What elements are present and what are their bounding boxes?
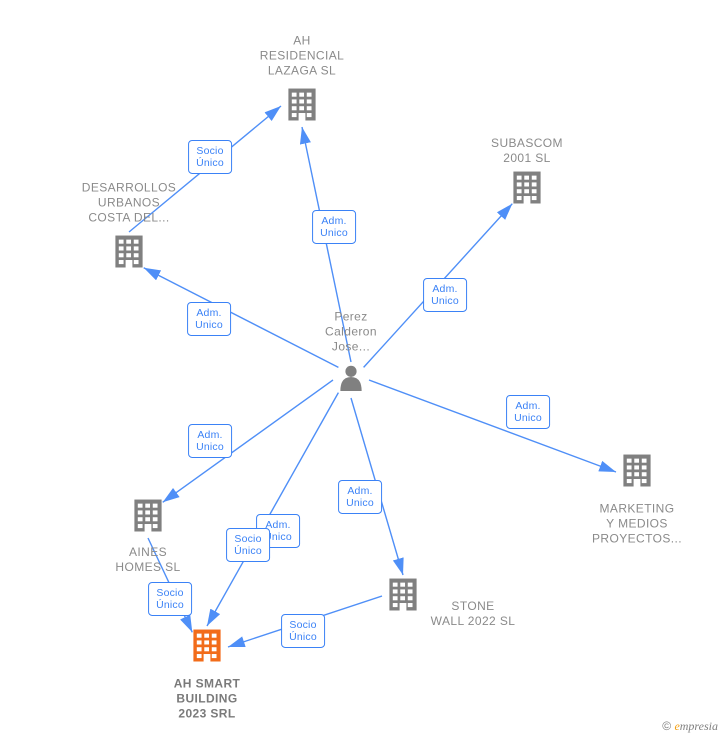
node-stonewall [386, 577, 420, 616]
node-desarrollos [112, 234, 146, 273]
node-aines [131, 498, 165, 537]
edge-label-center-ah_residencial: Adm. Unico [312, 210, 356, 244]
node-center [337, 364, 365, 397]
edge-label-center-aines: Adm. Unico [188, 424, 232, 458]
node-label-aines: AINES HOMES SL [115, 545, 180, 575]
node-subascom [510, 170, 544, 209]
network-diagram: Perez Calderon Jose... AH RESIDENCIAL LA… [0, 0, 728, 740]
node-marketing [620, 453, 654, 492]
building-icon [190, 628, 224, 667]
building-icon [386, 577, 420, 616]
node-label-ah_residencial: AH RESIDENCIAL LAZAGA SL [260, 34, 344, 79]
person-icon [337, 364, 365, 397]
node-label-desarrollos: DESARROLLOS URBANOS COSTA DEL... [82, 181, 176, 226]
footer: © empresia [662, 719, 718, 734]
building-icon [510, 170, 544, 209]
edge-label-center-stonewall: Adm. Unico [338, 480, 382, 514]
node-ahsmart [190, 628, 224, 667]
building-icon [131, 498, 165, 537]
building-icon [285, 87, 319, 126]
brand-name: empresia [674, 719, 718, 733]
edge-label-center-desarrollos: Adm. Unico [187, 302, 231, 336]
edge-label-stonewall-ahsmart: Socio Único [281, 614, 325, 648]
edge-center-marketing [369, 380, 616, 472]
edge-label-desarrollos-ah_residencial: Socio Único [188, 140, 232, 174]
node-label-stonewall: STONE WALL 2022 SL [431, 599, 516, 629]
building-icon [112, 234, 146, 273]
node-label-subascom: SUBASCOM 2001 SL [491, 136, 563, 166]
node-label-marketing: MARKETING Y MEDIOS PROYECTOS... [592, 502, 682, 547]
edge-label-center-marketing: Adm. Unico [506, 395, 550, 429]
edge-center-desarrollos [144, 268, 339, 368]
edge-label2-center-ahsmart: Socio Único [226, 528, 270, 562]
node-label-center: Perez Calderon Jose... [325, 310, 377, 355]
edge-label-center-subascom: Adm. Unico [423, 278, 467, 312]
copyright-symbol: © [662, 719, 671, 733]
building-icon [620, 453, 654, 492]
node-label-ahsmart: AH SMART BUILDING 2023 SRL [174, 677, 241, 722]
node-ah_residencial [285, 87, 319, 126]
edge-label-aines-ahsmart: Socio Único [148, 582, 192, 616]
